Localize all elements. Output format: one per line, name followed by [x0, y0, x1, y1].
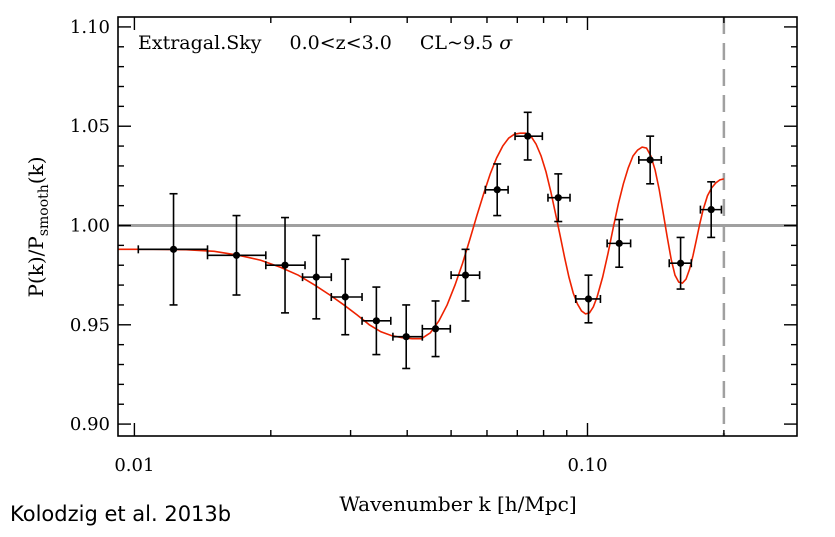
model-curve: [118, 132, 725, 340]
data-point: [461, 271, 470, 279]
data-point: [232, 251, 241, 259]
annotation-text: Extragal.Sky 0.0<z<3.0 CL~9.5 σ: [138, 32, 513, 54]
data-point-group: [668, 236, 693, 290]
x-tick-label: 0.01: [114, 455, 154, 476]
data-point-group: [638, 135, 663, 185]
data-point-group: [484, 163, 509, 217]
data-point-group: [361, 286, 392, 356]
y-tick-label: 0.95: [70, 315, 110, 336]
annotation-redshift: 0.0<z<3.0: [290, 32, 392, 54]
y-axis-title-tail: (k): [24, 156, 48, 184]
data-point: [493, 186, 501, 194]
y-tick-label: 1.10: [70, 17, 110, 38]
x-tick-label: 0.10: [567, 455, 607, 476]
data-point: [402, 333, 410, 341]
y-tick-label: 1.00: [70, 216, 110, 237]
y-tick-label: 1.05: [70, 116, 110, 137]
data-point-group: [547, 173, 571, 223]
data-point-group: [330, 258, 363, 336]
data-point: [431, 325, 440, 333]
data-point-group: [699, 181, 723, 239]
y-axis-title-main: P(k)/P: [24, 236, 48, 297]
data-point: [584, 295, 593, 303]
data-point-group: [137, 192, 209, 306]
data-point: [281, 261, 289, 269]
data-point-group: [392, 304, 424, 370]
data-point: [372, 317, 380, 325]
data-point: [707, 206, 715, 214]
data-point: [524, 132, 532, 140]
annotation-confidence: CL~9.5: [420, 32, 493, 54]
data-point-group: [265, 216, 306, 314]
data-point: [554, 194, 562, 202]
data-point-group: [301, 234, 333, 320]
data-point-group: [514, 111, 544, 161]
citation-credit: Kolodzig et al. 2013b: [10, 502, 232, 526]
annotation-survey: Extragal.Sky: [138, 32, 262, 54]
data-point-group: [450, 248, 481, 302]
data-point: [341, 293, 349, 301]
y-tick-label: 0.90: [70, 414, 110, 435]
y-axis-title-subscript: smooth: [36, 184, 52, 236]
data-point: [646, 156, 654, 164]
data-point-group: [574, 274, 602, 324]
data-point: [312, 273, 320, 281]
annotation-sigma: σ: [499, 32, 513, 54]
data-point-group: [606, 218, 632, 269]
data-point: [676, 259, 685, 267]
data-point: [169, 245, 178, 253]
x-axis-title: Wavenumber k [h/Mpc]: [339, 492, 576, 516]
data-point-group: [206, 214, 267, 296]
data-point: [615, 239, 623, 247]
data-point-group: [421, 300, 452, 358]
y-axis-title: P(k)/Psmooth(k): [24, 156, 52, 297]
plot-frame: [117, 16, 798, 437]
chart-annotation: Extragal.Sky 0.0<z<3.0 CL~9.5 σ: [138, 32, 513, 54]
